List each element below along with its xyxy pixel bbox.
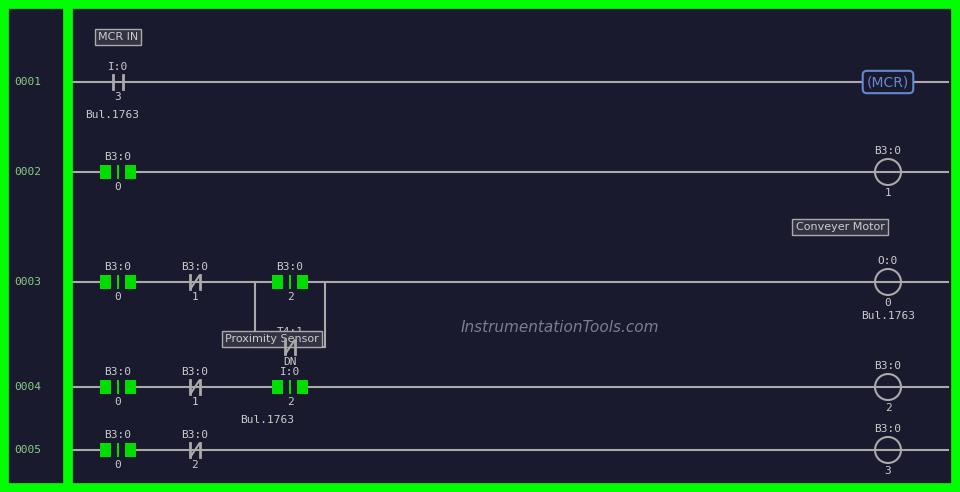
Text: 0: 0 xyxy=(114,460,121,470)
FancyBboxPatch shape xyxy=(100,275,136,289)
Text: 0: 0 xyxy=(114,397,121,407)
Text: 2: 2 xyxy=(287,397,294,407)
Text: B3:0: B3:0 xyxy=(105,430,132,440)
Text: 2: 2 xyxy=(287,292,294,302)
Text: Conveyer Motor: Conveyer Motor xyxy=(796,222,884,232)
Text: 0001: 0001 xyxy=(14,77,41,87)
Text: DN: DN xyxy=(283,357,297,367)
Text: 0: 0 xyxy=(114,182,121,192)
Text: 0: 0 xyxy=(884,298,892,308)
Text: I:0: I:0 xyxy=(108,62,128,72)
Text: B3:0: B3:0 xyxy=(276,262,303,272)
Text: Bul.1763: Bul.1763 xyxy=(85,110,139,120)
Text: MCR IN: MCR IN xyxy=(98,32,138,42)
Text: B3:0: B3:0 xyxy=(105,367,132,377)
Text: (MCR): (MCR) xyxy=(867,75,909,89)
Text: Proximity Sensor: Proximity Sensor xyxy=(226,334,319,344)
Text: I:0: I:0 xyxy=(280,367,300,377)
Text: B3:0: B3:0 xyxy=(181,430,208,440)
Text: 0005: 0005 xyxy=(14,445,41,455)
Text: Bul.1763: Bul.1763 xyxy=(240,415,294,425)
Text: Bul.1763: Bul.1763 xyxy=(861,311,915,321)
Text: B3:0: B3:0 xyxy=(105,152,132,162)
Text: B3:0: B3:0 xyxy=(105,262,132,272)
FancyBboxPatch shape xyxy=(100,380,136,394)
Text: B3:0: B3:0 xyxy=(875,146,901,156)
FancyBboxPatch shape xyxy=(119,164,125,180)
FancyBboxPatch shape xyxy=(291,274,297,290)
FancyBboxPatch shape xyxy=(291,379,297,395)
FancyBboxPatch shape xyxy=(111,442,117,458)
Text: 2: 2 xyxy=(192,460,199,470)
Text: 0: 0 xyxy=(114,292,121,302)
FancyBboxPatch shape xyxy=(100,165,136,179)
Text: 0003: 0003 xyxy=(14,277,41,287)
Text: O:0: O:0 xyxy=(877,256,899,266)
Text: 1: 1 xyxy=(884,188,892,198)
Text: 1: 1 xyxy=(192,292,199,302)
FancyBboxPatch shape xyxy=(272,380,308,394)
Text: B3:0: B3:0 xyxy=(181,367,208,377)
Text: B3:0: B3:0 xyxy=(875,424,901,434)
FancyBboxPatch shape xyxy=(283,379,289,395)
Text: 0002: 0002 xyxy=(14,167,41,177)
Text: InstrumentationTools.com: InstrumentationTools.com xyxy=(461,319,660,335)
FancyBboxPatch shape xyxy=(111,379,117,395)
Text: T4:1: T4:1 xyxy=(276,327,303,337)
FancyBboxPatch shape xyxy=(119,442,125,458)
Text: 0004: 0004 xyxy=(14,382,41,392)
FancyBboxPatch shape xyxy=(100,443,136,457)
Text: B3:0: B3:0 xyxy=(181,262,208,272)
FancyBboxPatch shape xyxy=(283,274,289,290)
Text: B3:0: B3:0 xyxy=(875,361,901,371)
FancyBboxPatch shape xyxy=(119,379,125,395)
FancyBboxPatch shape xyxy=(111,274,117,290)
FancyBboxPatch shape xyxy=(119,274,125,290)
FancyBboxPatch shape xyxy=(272,275,308,289)
FancyBboxPatch shape xyxy=(111,164,117,180)
Text: 2: 2 xyxy=(884,403,892,413)
Text: 1: 1 xyxy=(192,397,199,407)
Text: 3: 3 xyxy=(884,466,892,476)
Text: 3: 3 xyxy=(114,92,121,102)
